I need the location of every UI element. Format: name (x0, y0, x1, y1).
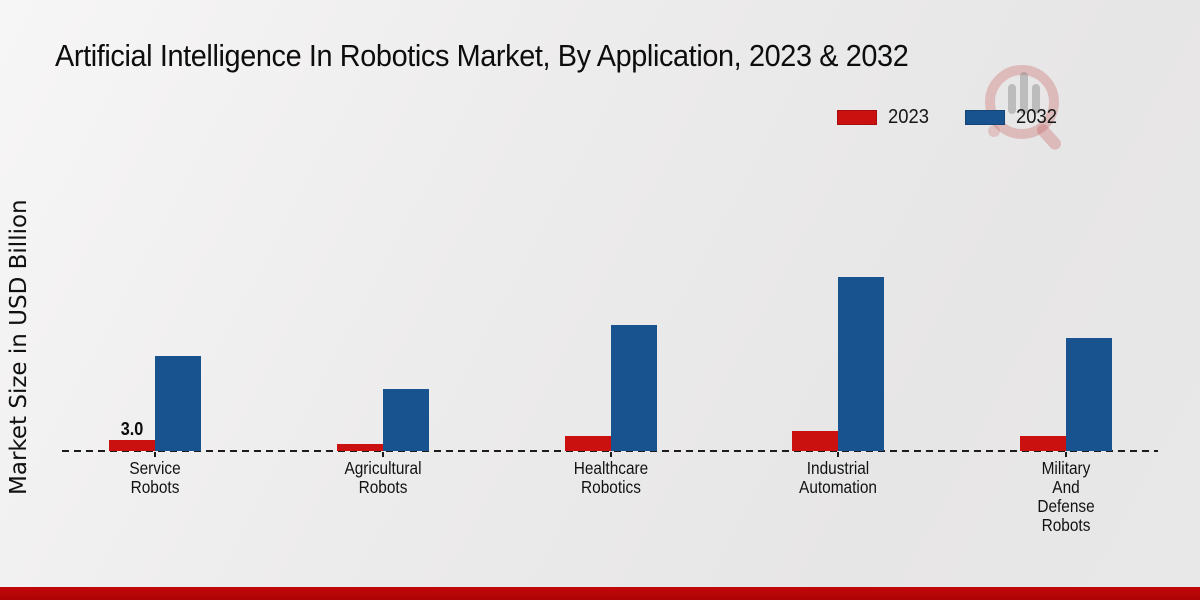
bar-2032-military-and-defense-robots (1066, 338, 1112, 451)
legend-label: 2023 (888, 106, 929, 128)
bar-2023-healthcare-robotics (565, 436, 611, 451)
bar-2032-healthcare-robotics (611, 325, 657, 451)
category-label-industrial-automation: Industrial Automation (799, 458, 877, 497)
legend-swatch-2032 (964, 110, 1005, 125)
x-axis-tick (154, 452, 156, 457)
legend-swatch-2023 (837, 110, 877, 125)
x-axis-tick (1065, 452, 1067, 457)
chart-title: Artificial Intelligence In Robotics Mark… (55, 38, 909, 73)
bar-2023-service-robots (109, 440, 155, 451)
category-label-agricultural-robots: Agricultural Robots (344, 458, 422, 497)
category-label-healthcare-robotics: Healthcare Robotics (573, 458, 649, 497)
bar-2032-industrial-automation (838, 277, 884, 451)
legend-item-2023: 2023 (837, 106, 933, 129)
x-axis-tick (382, 452, 384, 457)
category-label-military-and-defense-robots: Military And Defense Robots (1037, 458, 1095, 535)
bar-2032-service-robots (155, 356, 201, 451)
bar-2023-agricultural-robots (337, 444, 383, 451)
legend-item-2032: 2032 (964, 106, 1061, 129)
bar-value-label-2023-service-robots: 3.0 (120, 419, 144, 439)
bar-2032-agricultural-robots (383, 389, 429, 451)
legend-label: 2032 (1015, 106, 1057, 128)
magnifier-bar-chart-logo-icon (985, 65, 1062, 150)
category-label-service-robots: Service Robots (129, 458, 181, 497)
bar-2023-military-and-defense-robots (1020, 436, 1066, 451)
legend: 2023 2032 (837, 106, 1060, 129)
x-axis-tick (610, 452, 612, 457)
x-axis-line (62, 450, 1158, 452)
bottom-accent-bar (0, 587, 1200, 600)
bar-2023-industrial-automation (792, 431, 838, 451)
x-axis-tick (837, 452, 839, 457)
